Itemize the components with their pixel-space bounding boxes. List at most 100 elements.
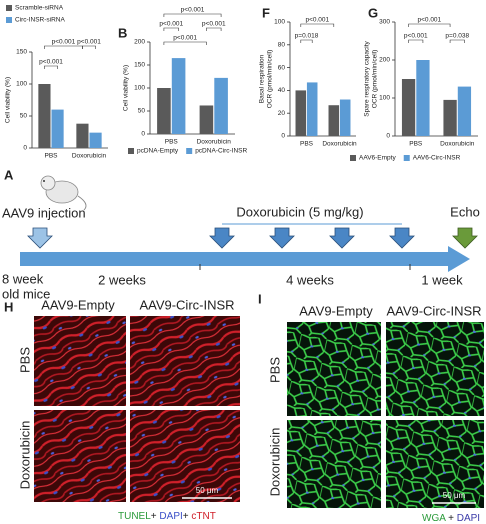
stain-legend: WGA + DAPI [422, 513, 480, 524]
legend-label: pcDNA-Circ-INSR [195, 148, 247, 155]
panel-label: H [4, 299, 13, 314]
y-axis-label: Basal respiration [259, 54, 266, 103]
period-label: 4 weeks [286, 272, 334, 287]
bar [214, 77, 228, 134]
micrograph [34, 410, 126, 502]
significance-bracket [163, 27, 179, 31]
micrograph [287, 420, 381, 508]
stain-sep: + [183, 511, 192, 522]
x-tick-label: Doxorubicin [440, 141, 475, 148]
significance-bracket [300, 23, 335, 27]
mouse-icon [40, 175, 87, 211]
legend-swatch [6, 5, 12, 11]
significance-label: p<0.001 [173, 35, 197, 42]
y-tick-label: 0 [141, 131, 145, 138]
stain: cTNT [191, 511, 215, 522]
row-label: Doxorubicin [17, 421, 32, 490]
y-tick-label: 50 [20, 113, 28, 120]
significance-bracket [206, 27, 222, 31]
micrograph [34, 316, 126, 406]
y-axis-label: Cell viability (%) [123, 65, 130, 111]
y-tick-label: 200 [134, 39, 145, 46]
row-label: Doxorubicin [267, 428, 282, 497]
column-label: AAV9-Circ-INSR [139, 297, 234, 312]
legend-swatch [350, 155, 356, 161]
stain: DAPI [159, 511, 182, 522]
column-label: AAV9-Circ-INSR [386, 303, 481, 318]
bar [339, 99, 351, 136]
y-tick-label: 100 [274, 19, 285, 26]
stain-legend: TUNEL+ DAPI+ cTNT [118, 511, 216, 522]
y-tick-label: 0 [386, 133, 390, 140]
significance-label: p<0.001 [417, 17, 441, 24]
dose-arrows [27, 227, 478, 249]
y-tick-label: 0 [23, 145, 27, 152]
bar [76, 123, 89, 148]
y-tick-label: 200 [379, 57, 390, 64]
significance-label: p<0.001 [202, 21, 226, 28]
panel-h: H AAV9-Empty AAV9-Circ-INSR PBS Doxorubi… [4, 297, 240, 522]
period-label: 1 week [421, 272, 463, 287]
start-label: 8 week [2, 271, 44, 286]
x-tick-label: PBS [165, 139, 179, 146]
chart: B 0 50 100 150 200 Cell viability (%) PBS Doxoru… [118, 7, 247, 155]
y-tick-label: 100 [16, 81, 27, 88]
micrograph [386, 322, 484, 416]
y-tick-label: 150 [16, 49, 27, 56]
treatment-label: Doxorubicin (5 mg/kg) [236, 204, 363, 219]
scale-label: 50 μm [443, 491, 466, 500]
significance-bracket [449, 39, 465, 43]
bar [51, 109, 64, 148]
y-axis-label: OCR (pmol/min/cell) [267, 50, 274, 109]
scale-label: 50 μm [196, 486, 219, 495]
bar [38, 84, 51, 148]
x-tick-label: Doxorubicin [322, 141, 357, 148]
y-tick-label: 100 [379, 95, 390, 102]
significance-label: p<0.001 [159, 21, 183, 28]
significance-label: p=0.038 [445, 33, 469, 40]
significance-bracket [163, 13, 222, 17]
significance-label: p<0.001 [181, 7, 205, 14]
panel-i: I AAV9-Empty AAV9-Circ-INSR PBS Doxorubi… [258, 291, 484, 524]
bar [199, 105, 214, 134]
y-tick-label: 40 [278, 87, 286, 94]
bar [171, 58, 186, 134]
significance-bracket [44, 45, 83, 49]
significance-bracket [44, 65, 58, 69]
significance-bracket [408, 39, 424, 43]
significance-label: p<0.001 [404, 33, 428, 40]
bar [401, 79, 416, 136]
y-tick-label: 150 [134, 62, 145, 69]
stain-sep: + [445, 513, 456, 524]
stain-sep: + [151, 511, 160, 522]
legend-swatch [186, 148, 193, 154]
y-axis-label: Cell viability (%) [5, 77, 12, 123]
panel-label: A [4, 167, 14, 182]
bar [295, 90, 307, 136]
timeline: A AAV9 injection Doxorubicin (5 mg/kg) E… [2, 167, 480, 301]
x-tick-label: PBS [409, 141, 423, 148]
injection-label: AAV9 injection [2, 205, 86, 220]
legend-label: AAV6-Empty [359, 155, 396, 162]
y-axis-label: Spare respiratory capacity [364, 41, 371, 117]
legend-swatch [128, 148, 134, 154]
end-label: Echo [450, 204, 480, 219]
column-label: AAV9-Empty [41, 297, 115, 312]
bar [157, 88, 171, 134]
y-axis-label: OCR (pmol/min/cell) [372, 50, 379, 109]
y-tick-label: 20 [278, 110, 286, 117]
chart: 0 50 100 150 Cell viability (%) PBS Doxorubici… [5, 5, 108, 160]
panel-label: I [258, 291, 262, 306]
stain: WGA [422, 513, 446, 524]
significance-bracket [300, 39, 313, 43]
legend-swatch [6, 17, 12, 23]
column-label: AAV9-Empty [299, 303, 373, 318]
significance-label: p<0.001 [77, 39, 101, 46]
significance-label: p<0.001 [39, 59, 63, 66]
chart: F 0 20 40 60 80 100 Basal respiration OCR (pmol/… [259, 5, 357, 147]
period-label: 2 weeks [98, 272, 146, 287]
y-tick-label: 60 [278, 64, 286, 71]
bar [416, 60, 430, 136]
x-tick-label: Doxorubicin [72, 153, 107, 160]
